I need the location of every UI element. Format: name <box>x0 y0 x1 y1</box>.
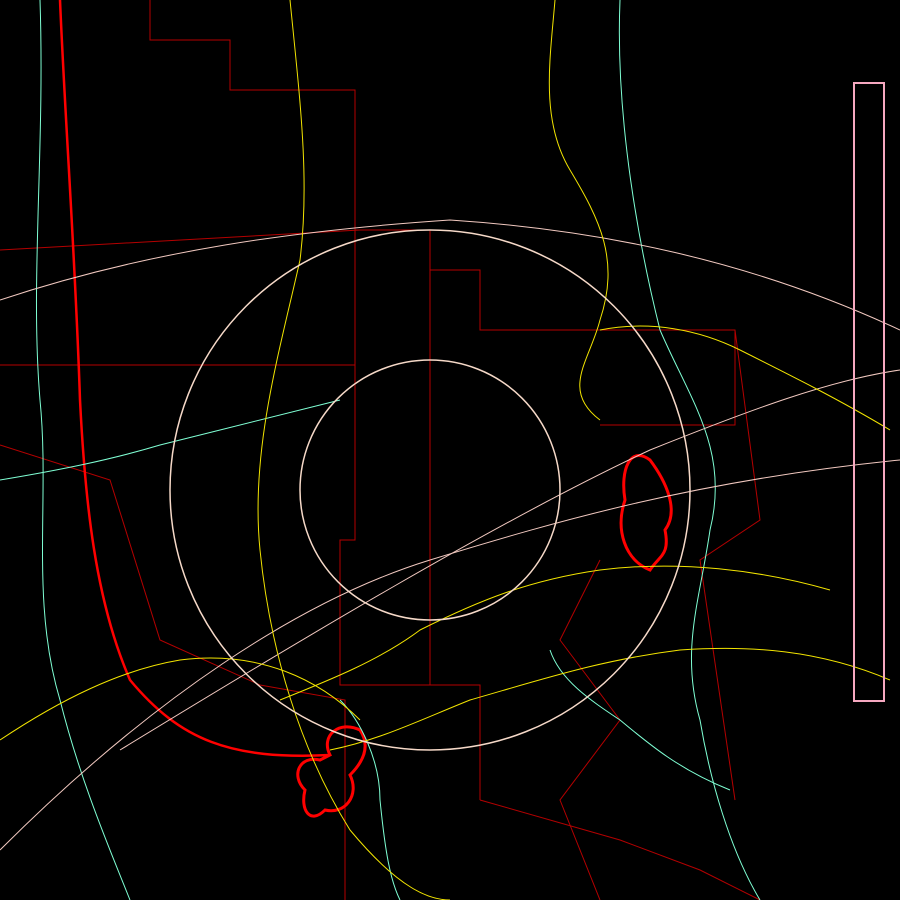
map-layer <box>0 0 900 900</box>
colorbar[interactable] <box>853 82 885 702</box>
radar-display <box>0 0 900 900</box>
background-rect <box>0 0 900 900</box>
